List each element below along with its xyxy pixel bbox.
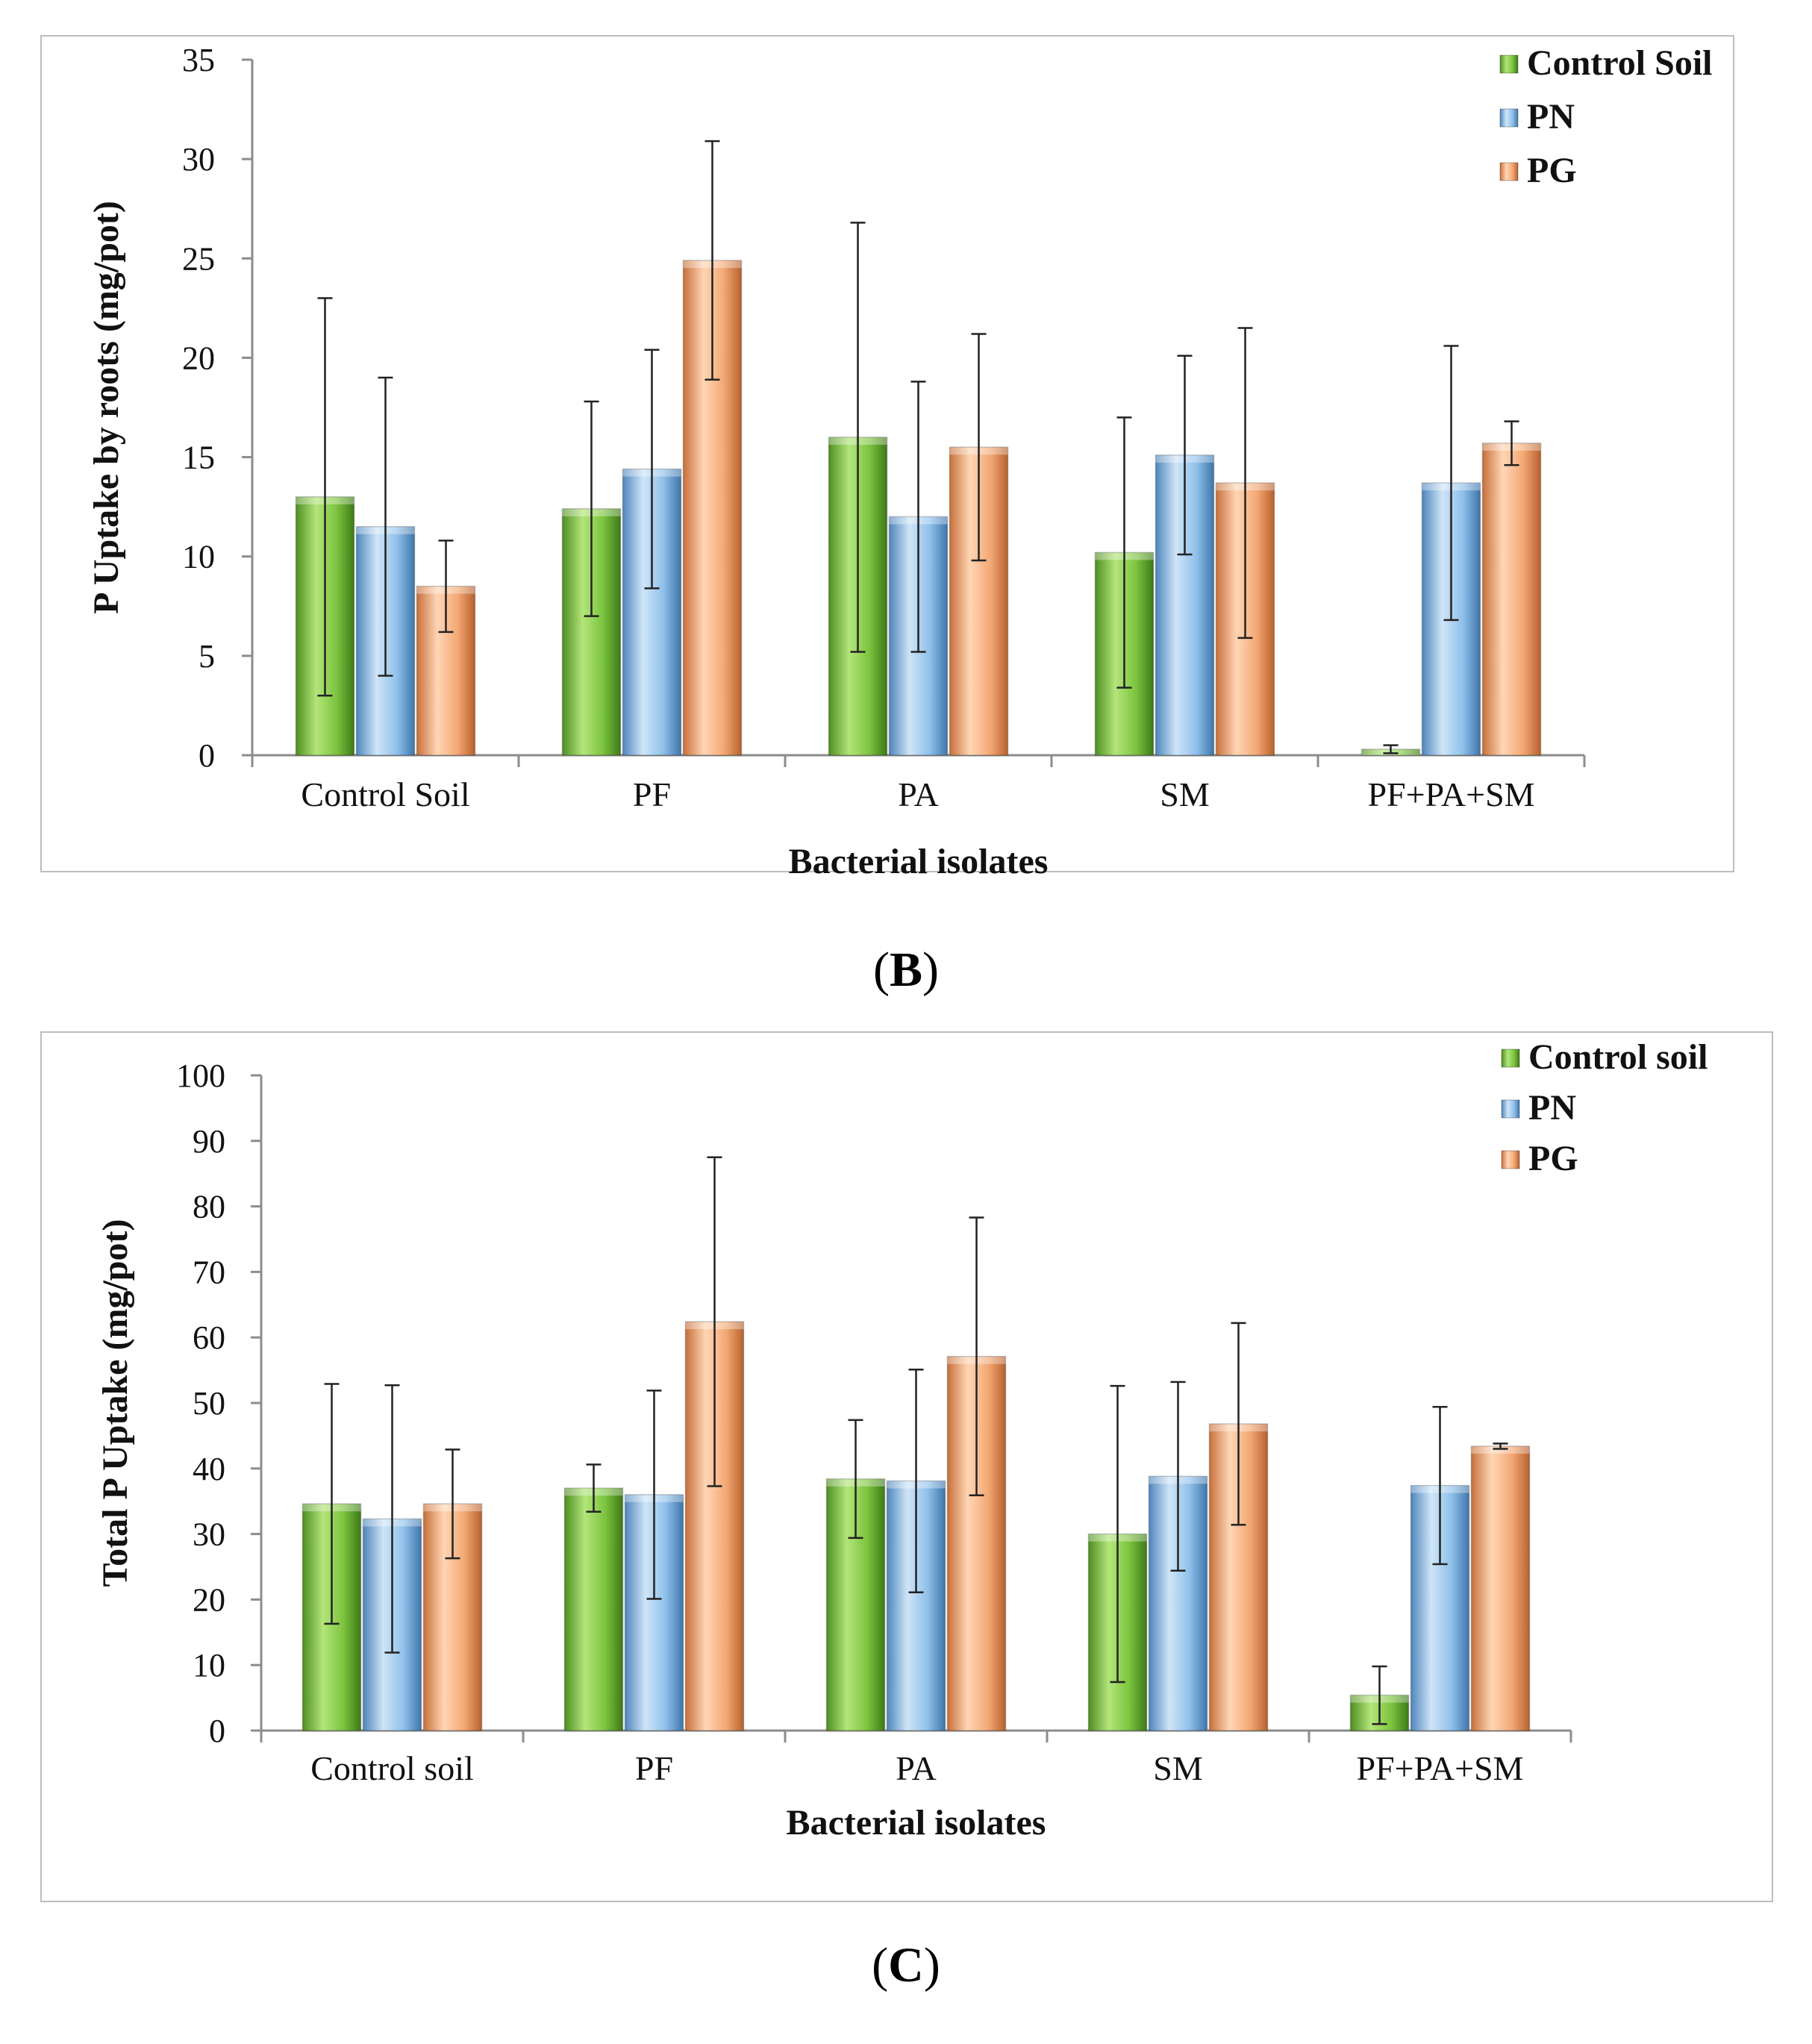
x-axis-title: Bacterial isolates bbox=[789, 842, 1049, 881]
legend-swatch bbox=[1501, 1150, 1520, 1169]
y-tick-label: 5 bbox=[199, 638, 215, 675]
y-tick-label: 30 bbox=[193, 1516, 225, 1553]
x-tick-label: PF+PA+SM bbox=[1356, 1749, 1523, 1787]
y-tick-label: 15 bbox=[182, 440, 215, 476]
y-tick-label: 10 bbox=[182, 539, 215, 575]
legend-swatch bbox=[1499, 162, 1519, 181]
legend-swatch bbox=[1501, 1048, 1520, 1068]
legend: Control Soil PN PG bbox=[1499, 43, 1712, 190]
legend-swatch bbox=[1501, 1099, 1520, 1119]
bar-pg bbox=[1481, 443, 1542, 756]
x-tick-label: Control Soil bbox=[301, 775, 469, 813]
x-tick-label: PA bbox=[896, 1749, 937, 1787]
legend-label: Control Soil bbox=[1527, 43, 1712, 83]
y-tick-label: 90 bbox=[193, 1123, 225, 1160]
x-tick-label: PF bbox=[635, 1749, 673, 1787]
y-tick-label: 40 bbox=[193, 1451, 225, 1487]
y-tick-label: 100 bbox=[176, 1057, 225, 1094]
bar-bevel bbox=[1471, 1446, 1530, 1454]
caption-b: (B) bbox=[873, 943, 939, 997]
y-tick-label: 0 bbox=[199, 737, 215, 774]
legend-swatch bbox=[1499, 54, 1519, 74]
legend-label: PN bbox=[1527, 97, 1575, 137]
y-tick-label: 10 bbox=[193, 1647, 225, 1684]
chart-b: 0 5 10 15 20 25 30 35 Control Soil PF PA SM PF+PA+SM… bbox=[40, 35, 1734, 881]
bar-pg bbox=[1470, 1446, 1531, 1731]
y-axis-title: P Uptake by roots (mg/pot) bbox=[87, 201, 126, 614]
y-tick-label: 30 bbox=[182, 141, 215, 178]
y-tick-label: 20 bbox=[193, 1581, 225, 1618]
caption-c: (C) bbox=[872, 1938, 940, 1993]
chart-c: 0 10 20 30 40 50 60 70 80 90 100 Control soil PF PA SM… bbox=[40, 1031, 1773, 1902]
y-tick-label: 70 bbox=[193, 1254, 225, 1290]
bar-control-soil bbox=[563, 1487, 624, 1731]
x-tick-label: PF bbox=[633, 775, 671, 813]
x-tick-label: PF+PA+SM bbox=[1367, 775, 1534, 813]
y-tick-label: 20 bbox=[182, 340, 215, 376]
legend-label: PG bbox=[1527, 151, 1577, 190]
y-tick-label: 0 bbox=[209, 1713, 225, 1749]
y-tick-label: 60 bbox=[193, 1319, 225, 1356]
y-tick-label: 80 bbox=[193, 1189, 225, 1225]
legend-label: PG bbox=[1528, 1139, 1578, 1178]
y-axis-title: Total P Uptake (mg/pot) bbox=[96, 1219, 135, 1587]
y-tick-label: 35 bbox=[182, 42, 215, 78]
x-axis-title: Bacterial isolates bbox=[787, 1803, 1046, 1843]
x-tick-label: Control soil bbox=[310, 1749, 474, 1787]
x-tick-label: SM bbox=[1160, 775, 1209, 813]
x-tick-label: SM bbox=[1153, 1749, 1202, 1787]
x-tick-label: PA bbox=[898, 775, 939, 813]
legend-label: PN bbox=[1528, 1088, 1576, 1128]
y-tick-label: 50 bbox=[193, 1385, 225, 1422]
y-tick-label: 25 bbox=[182, 240, 215, 277]
legend-swatch bbox=[1499, 108, 1519, 128]
legend: Control soil PN PG bbox=[1501, 1037, 1708, 1178]
legend-label: Control soil bbox=[1528, 1037, 1708, 1077]
